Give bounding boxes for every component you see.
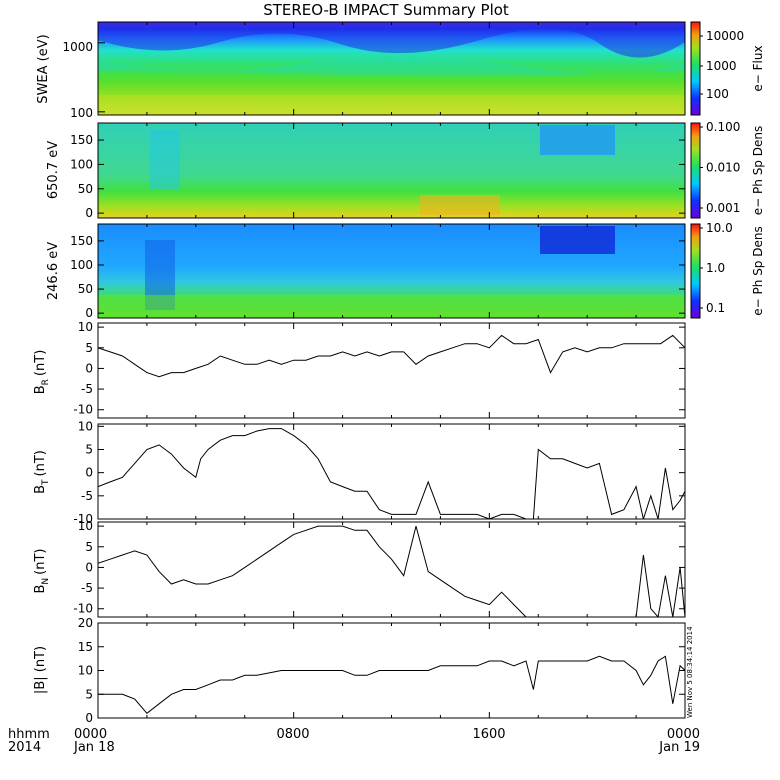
y-tick-label: 50 (78, 282, 93, 296)
y-tick-label: 0 (85, 206, 93, 220)
swea-spectrogram-texture (98, 95, 685, 115)
br-ylabel-sub: R (41, 379, 51, 385)
pad650-panel: 650.7 eV (46, 122, 686, 219)
bt-ylabel-main: B (33, 485, 48, 494)
bn-ylabel-unit: (nT) (33, 549, 48, 575)
colorbar-label: e− Flux (751, 45, 765, 91)
xtick-label-1600: 1600 (472, 727, 505, 742)
colorbar-tick-label: 0.001 (706, 201, 740, 215)
colorbar-tick-label: 10000 (706, 29, 744, 43)
swea-ylabel: SWEA (eV) (36, 34, 51, 103)
pad246-spectrogram-texture (98, 295, 685, 318)
y-tick-label: 0 (85, 711, 93, 725)
xtick-label-0000-end: 0000 (667, 727, 700, 742)
y-tick-label: 100 (70, 157, 93, 171)
bn-panel: BN (nT) (33, 521, 686, 618)
bn-ylabel-sub: N (41, 578, 51, 585)
pad650-spectrogram-texture (540, 125, 615, 155)
pad246-spectrogram-texture (540, 226, 615, 254)
bmag-ylabel: |B| (nT) (33, 646, 48, 694)
bn-ylabel-main: B (33, 585, 48, 594)
colorbar-tick-label: 0.100 (706, 120, 740, 134)
y-tick-label: -10 (73, 403, 93, 417)
y-tick-label: 20 (78, 616, 93, 630)
y-tick-label: 0 (85, 466, 93, 480)
swea-ytick-1000: 1000 (62, 40, 93, 54)
br-frame (97, 322, 686, 419)
y-tick-label: 15 (78, 640, 93, 654)
br-ylabel-main: B (33, 385, 48, 394)
swea-spectrogram-texture (98, 22, 685, 58)
colorbar (690, 122, 701, 219)
colorbar-tick-label: 0.1 (706, 301, 725, 315)
y-tick-label: 100 (70, 258, 93, 272)
xtick-label-0800: 0800 (276, 727, 309, 742)
colorbar-label: e− Ph Sp Dens (751, 126, 765, 215)
swea-ytick-100: 100 (70, 106, 93, 120)
series-line (98, 334, 685, 378)
series-line (98, 525, 685, 617)
y-tick-label: 50 (78, 182, 93, 196)
y-tick-label: 5 (85, 341, 93, 355)
y-tick-label: 5 (85, 687, 93, 701)
y-tick-label: 5 (85, 442, 93, 456)
y-tick-label: -10 (73, 512, 93, 526)
y-tick-label: -5 (81, 382, 93, 396)
y-tick-label: 150 (70, 133, 93, 147)
series-line (98, 655, 685, 714)
pad650-spectrogram-texture (420, 195, 500, 215)
br-ylabel-unit: (nT) (33, 350, 48, 376)
br-panel: BR (nT) (33, 322, 686, 419)
y-tick-label: 0 (85, 306, 93, 320)
pad650-ylabel: 650.7 eV (46, 141, 61, 199)
colorbar-tick-label: 1.0 (706, 261, 725, 275)
colorbar (690, 21, 701, 116)
date-label-start: Jan 18 (73, 740, 115, 755)
y-tick-label: 10 (78, 519, 93, 533)
bn-frame (97, 521, 686, 618)
xtick-label-0000-start: 0000 (74, 727, 107, 742)
colorbar-tick-label: 0.010 (706, 161, 740, 175)
bn-ylabel: BN (nT) (33, 549, 51, 594)
plot-title: STEREO-B IMPACT Summary Plot (263, 1, 509, 19)
colorbar-tick-label: 1000 (706, 59, 737, 73)
series-line (98, 428, 685, 519)
corner-label-year: 2014 (8, 740, 41, 755)
pad246-panel: 246.6 eV (46, 223, 686, 319)
bt-ylabel-sub: T (41, 479, 51, 486)
colorbar-label: e− Ph Sp Dens (751, 226, 765, 315)
pad650-spectrogram-texture (150, 130, 180, 190)
date-label-end: Jan 19 (658, 740, 700, 755)
generation-stamp: Wen Nov 5 08:34:14 2014 (686, 626, 694, 718)
colorbar-tick-label: 10.0 (706, 221, 733, 235)
colorbar (690, 223, 701, 319)
br-ylabel: BR (nT) (33, 350, 51, 395)
y-tick-label: 0 (85, 560, 93, 574)
y-tick-label: 5 (85, 540, 93, 554)
y-tick-label: 0 (85, 361, 93, 375)
bmag-panel: |B| (nT) (33, 622, 686, 719)
y-tick-label: 10 (78, 419, 93, 433)
y-tick-label: 150 (70, 234, 93, 248)
bt-ylabel-unit: (nT) (33, 450, 48, 476)
y-tick-label: -10 (73, 602, 93, 616)
swea-spectrogram-texture (98, 57, 685, 77)
corner-label-hhmm: hhmm (8, 727, 50, 742)
bt-frame (97, 423, 686, 520)
colorbar-tick-label: 100 (706, 87, 729, 101)
y-tick-label: 10 (78, 320, 93, 334)
bt-panel: BT (nT) (33, 423, 686, 520)
swea-panel: SWEA (eV) 1000 100 (36, 21, 686, 120)
pad246-ylabel: 246.6 eV (46, 242, 61, 300)
y-tick-label: 10 (78, 664, 93, 678)
y-tick-label: -5 (81, 489, 93, 503)
y-tick-label: -5 (81, 581, 93, 595)
bt-ylabel: BT (nT) (33, 450, 51, 494)
